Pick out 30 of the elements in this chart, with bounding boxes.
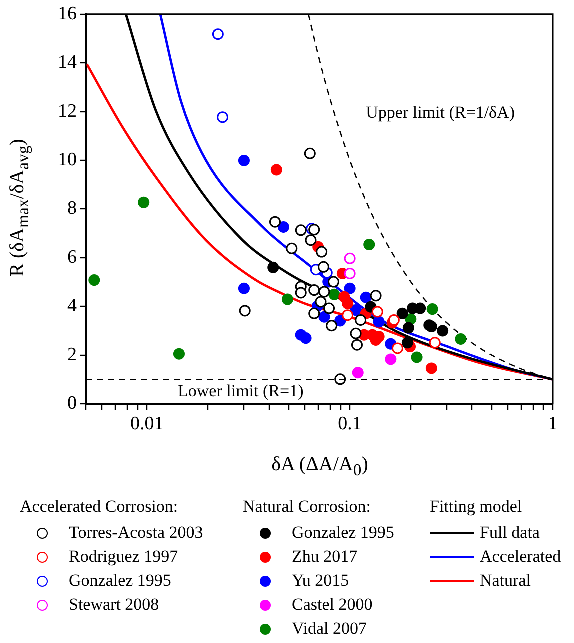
ref-line-label: Lower limit (R=1) (178, 382, 304, 401)
annotation: Upper limit (R=1/δA) (366, 102, 515, 122)
text: Natural Corrosion: (243, 497, 371, 516)
y-tick-label: 2 (68, 344, 77, 366)
x-axis-title: δA (ΔA/A$_{0}$) (272, 454, 368, 480)
y-tick-label: 0 (68, 392, 77, 414)
y-tick-label: 12 (58, 100, 77, 122)
legend-label: Gonzalez 1995 (292, 523, 394, 543)
y-tick-label: 4 (68, 296, 78, 317)
legend-label: Gonzalez 1995 (69, 571, 172, 591)
y-tick-label: 10 (58, 149, 77, 170)
legend-label: Zhu 2017 (292, 547, 358, 567)
legend-label: Stewart 2008 (69, 595, 160, 615)
legend-label: Accelerated (480, 547, 562, 567)
legend-label: Yu 2015 (292, 571, 350, 591)
legend-label: Vidal 2007 (292, 619, 367, 639)
legend-label: Rodriguez 1997 (69, 547, 178, 567)
text: Fitting model (430, 497, 522, 516)
y-tick-label: 8 (68, 198, 77, 220)
legend-label: Torres-Acosta 2003 (69, 523, 204, 543)
y-tick-label: 6 (68, 246, 77, 268)
legend-label: Natural (480, 571, 531, 591)
x-tick-label: 0.1 (338, 413, 362, 434)
x-tick-label: 1 (548, 413, 558, 434)
legend-label: Full data (480, 523, 540, 543)
text: Accelerated Corrosion: (20, 497, 178, 516)
x-tick-label: 0.01 (130, 413, 164, 434)
legend-label: Castel 2000 (292, 595, 373, 615)
y-tick-label: 14 (58, 52, 78, 74)
y-tick-label: 16 (58, 3, 77, 24)
